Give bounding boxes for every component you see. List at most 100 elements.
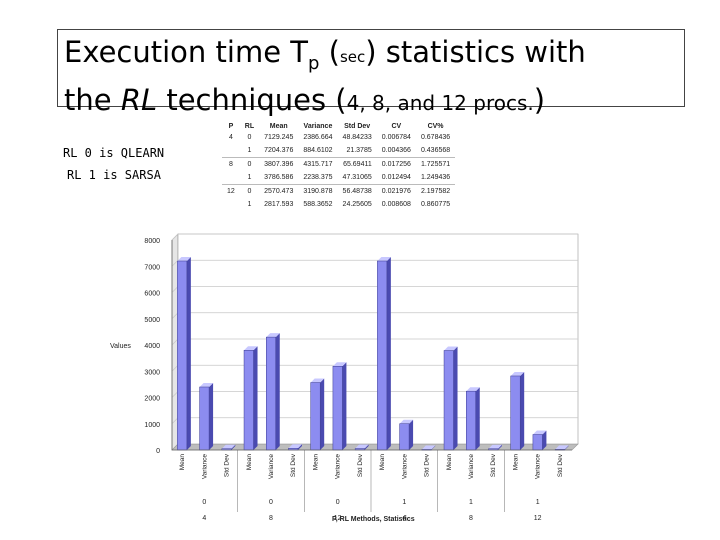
title-subscript: p — [307, 52, 320, 74]
gridline-side — [171, 417, 179, 425]
cell: 0 — [239, 157, 260, 171]
stats-table: P RL Mean Variance Std Dev CV CV% 4 0 7129… — [222, 121, 456, 211]
bar-side — [520, 371, 525, 450]
bar-side — [431, 445, 436, 450]
x-p-label: 12 — [534, 515, 542, 522]
bar — [443, 350, 454, 451]
cell: 0.017256 — [376, 157, 416, 171]
cell — [222, 171, 240, 185]
title-text: techniques ( — [157, 82, 347, 117]
bar — [377, 260, 388, 451]
bar-side — [364, 444, 369, 450]
cell: 1 — [247, 201, 252, 208]
cell: 0.012494 — [381, 174, 411, 181]
cell: 2238.375 — [303, 174, 333, 181]
bar-top — [355, 444, 369, 449]
x-stat-label: Std Dev — [490, 453, 497, 477]
title-text: Execution time T — [64, 35, 308, 69]
title-paren: ) — [533, 82, 546, 117]
cell: 588.3652 — [303, 201, 333, 208]
bar-top — [532, 430, 547, 435]
bar-top — [488, 444, 502, 449]
bar-top — [510, 371, 525, 376]
title-line-1: Execution time Tp (sec) statistics with — [64, 34, 678, 82]
bar-side — [386, 257, 391, 450]
header-mean: Mean — [269, 122, 288, 130]
cell: 2817.593 — [264, 201, 294, 208]
x-stat-label: Variance — [468, 454, 475, 480]
x-axis-label: P, RL Methods, Statistics — [332, 516, 415, 523]
table-row: 4 0 7129.245 2386.664 48.84233 0.006784 0.6784… — [222, 131, 455, 144]
y-tick-label: 5000 — [144, 317, 160, 324]
cell: 1 — [247, 147, 252, 154]
bar-top — [310, 378, 325, 383]
x-stat-label: Variance — [535, 454, 542, 480]
gridline-side — [171, 286, 179, 293]
bar — [199, 386, 210, 451]
cell: 0 — [239, 184, 260, 198]
bar — [266, 336, 276, 451]
bar-top — [555, 445, 569, 450]
cell: 2570.473 — [259, 184, 299, 198]
title-procs: 4, 8, and 12 procs. — [346, 90, 534, 115]
x-stat-label: Std Dev — [290, 453, 297, 477]
bar-side — [409, 419, 414, 450]
x-p-label: 4 — [402, 515, 406, 522]
x-stat-label: Variance — [335, 454, 342, 480]
bar-top — [399, 419, 414, 424]
header-p: P — [228, 122, 234, 130]
cell: 1.249436 — [420, 174, 451, 181]
x-stat-label: Std Dev — [424, 453, 431, 477]
bar-side — [231, 444, 236, 450]
header-variance: Variance — [303, 122, 333, 130]
cell: 21.3785 — [346, 147, 372, 154]
title-rl: RL — [120, 82, 158, 117]
cell: 56.48738 — [337, 184, 377, 198]
cell: 0.006784 — [381, 134, 411, 141]
cell: 1.725571 — [415, 157, 456, 171]
cell: 47.31065 — [342, 174, 372, 181]
x-stat-label: Std Dev — [357, 453, 364, 477]
note-rl0: RL 0 is QLEARN — [63, 146, 165, 160]
bar — [332, 366, 343, 451]
bar-side — [275, 333, 280, 450]
bar-side — [497, 444, 502, 450]
bar — [399, 423, 410, 451]
bar — [532, 434, 543, 451]
x-p-label: 8 — [469, 515, 473, 522]
bar-top — [221, 444, 236, 449]
table-header-row: P RL Mean Variance Std Dev CV CV% — [222, 121, 455, 131]
bar — [510, 375, 521, 451]
bar-side — [209, 383, 214, 450]
cell: 24.25605 — [342, 201, 372, 208]
x-p-label: 8 — [269, 515, 273, 522]
bar-top — [177, 257, 191, 261]
table-row: 12 0 2570.473 3190.878 56.48738 0.021976 2.197… — [222, 184, 456, 198]
bar-side — [297, 444, 302, 450]
x-stat-label: Mean — [179, 454, 186, 471]
title-text: ) statistics with — [365, 35, 586, 69]
table-row: 1 2817.593 588.3652 24.25605 0.008608 0.86077… — [222, 198, 455, 211]
x-stat-label: Mean — [379, 454, 386, 471]
gridline-side — [171, 259, 179, 267]
bar-top — [266, 333, 280, 338]
cell: 884.6102 — [303, 147, 333, 154]
y-tick-label: 2000 — [144, 396, 160, 403]
slide-title: Execution time Tp (sec) statistics with … — [57, 29, 685, 117]
bar-top — [244, 346, 258, 351]
cell: 3786.586 — [264, 174, 294, 181]
cell: 3190.878 — [298, 184, 338, 198]
y-tick-label: 6000 — [144, 291, 160, 298]
bar-side — [453, 346, 458, 450]
cell: 48.84233 — [342, 134, 372, 141]
cell: 4 — [228, 134, 233, 141]
cell: 0 — [247, 134, 252, 141]
y-tick-label: 3000 — [144, 369, 160, 376]
bar-top — [288, 444, 302, 449]
y-tick-label: 7000 — [144, 264, 160, 271]
cell: 0.678436 — [420, 134, 451, 141]
header-cvpct: CV% — [427, 122, 444, 130]
y-tick-label: 0 — [156, 448, 160, 455]
y-axis-label: Values — [110, 343, 131, 350]
gridline-side — [171, 233, 179, 241]
